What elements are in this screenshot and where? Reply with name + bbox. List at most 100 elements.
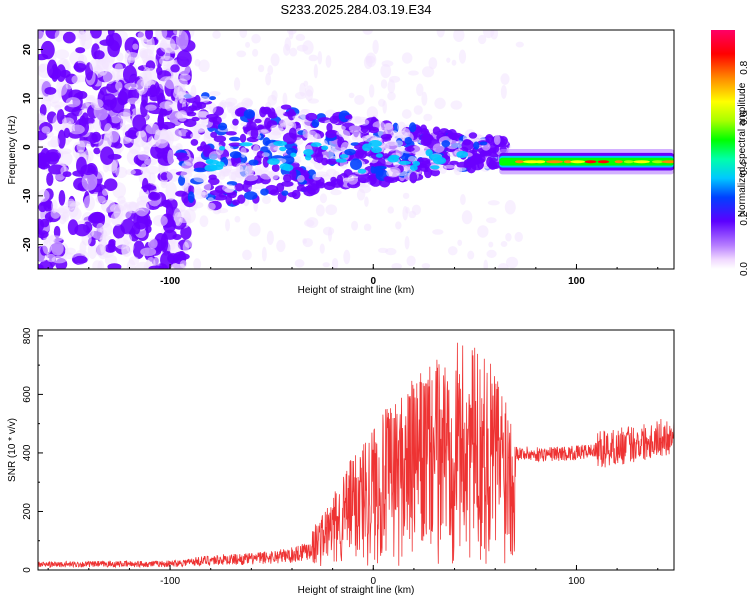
spectrogram-blob [225, 131, 237, 136]
spectrogram-blob [439, 128, 449, 135]
spectrogram-blob [401, 52, 413, 64]
spectrogram-blob [232, 118, 239, 126]
snr-series-line [38, 342, 674, 569]
spectrogram-blob [486, 156, 494, 168]
spectrogram-blob [184, 238, 193, 248]
spectrogram-blob [243, 109, 256, 119]
spectrogram-blob [176, 78, 188, 88]
spectrogram-blob [412, 160, 421, 167]
spectrogram-blob [365, 52, 377, 68]
colorbar-tick-label: 0.8 [739, 60, 750, 74]
spectrogram-blob [304, 219, 315, 227]
spectrogram-blob [302, 237, 313, 248]
spectrogram-blob [500, 85, 507, 99]
x-tick-label: 0 [370, 576, 376, 587]
spectrogram-blob [93, 147, 101, 155]
spectrogram-blob [81, 30, 93, 50]
spectrogram-blob [57, 129, 66, 149]
spectrogram-blob [497, 262, 509, 269]
spectrogram-blob [357, 168, 367, 174]
spectrogram-blob [270, 169, 280, 180]
spectrogram-blob [193, 258, 202, 269]
y-tick-label: -10 [22, 188, 33, 203]
spectrogram-blob [122, 65, 137, 84]
spectrogram-blob [62, 171, 72, 178]
spectrogram-blob [234, 108, 246, 117]
spectrogram-blob [282, 111, 297, 117]
spectrogram-blob [315, 151, 324, 164]
spectrogram-blob [456, 150, 469, 159]
spectrogram-blob [423, 135, 432, 141]
spectrogram-blob [209, 164, 224, 171]
spectrogram-blob [315, 181, 326, 189]
spectrogram-blob [252, 48, 259, 57]
spectrogram-blob [42, 239, 52, 255]
spectrogram-blob [216, 208, 229, 214]
spectrogram-blob [148, 191, 161, 201]
spectrogram-blob [248, 159, 259, 166]
spectrogram-blob [53, 225, 61, 239]
spectrogram-blob [325, 130, 337, 139]
spectrogram-blob [240, 147, 247, 158]
spectrogram-blob [96, 222, 104, 233]
spectrogram-blob [236, 50, 247, 58]
spectrogram-blob [362, 143, 372, 152]
spectrogram-blob [145, 219, 153, 227]
spectrogram-blob [91, 131, 101, 143]
spectrogram-blob [115, 81, 123, 91]
spectrogram-blob [423, 113, 433, 122]
spectrogram-blob [148, 172, 156, 185]
y-tick-label: 400 [22, 444, 33, 461]
spectrogram-blob [140, 99, 149, 118]
spectrogram-blob [477, 34, 487, 45]
spectrogram-blob [368, 84, 375, 98]
y-tick-label: 20 [22, 44, 33, 56]
spectrogram-blob [109, 97, 125, 114]
spectrogram-blob [387, 91, 396, 101]
spectrogram-blob [270, 124, 284, 133]
spectrogram-blob [89, 211, 106, 224]
spectrogram-blob [113, 142, 123, 149]
spectrogram-blob [436, 30, 445, 38]
spectrogram-blob [145, 104, 157, 111]
spectrogram-blob [451, 59, 457, 66]
spectrogram-blob [39, 104, 47, 117]
spectrogram-blob [515, 41, 524, 48]
spectrogram-blob [193, 167, 208, 173]
spectrogram-blob [514, 231, 523, 243]
spectrogram-blob [329, 115, 339, 124]
spectrogram-blob [375, 153, 384, 158]
spectrogram-blob [208, 117, 218, 123]
spectrogram-blob [397, 121, 406, 133]
spectrogram-blob [382, 100, 387, 114]
spectrogram-blob [402, 192, 410, 199]
spectrogram-blob [38, 152, 48, 166]
spectrogram-blob [356, 188, 366, 201]
spectrogram-blob [380, 79, 388, 89]
spectrogram-blob [276, 239, 286, 253]
spectrogram-blob [368, 140, 383, 148]
spectrogram-blob [234, 215, 241, 223]
spectrogram-blob [209, 190, 223, 196]
spectrogram-blob [135, 130, 147, 138]
spectrogram-blob [381, 60, 394, 67]
spectrogram-blob [116, 52, 124, 62]
spectrogram-blob [166, 127, 182, 142]
spectral-line-peak [534, 160, 546, 164]
snr-ylabel: SNR (10 * v/v) [7, 418, 18, 482]
spectrogram-blob [222, 184, 236, 193]
spectrogram-blob [430, 169, 441, 177]
spectrogram-blob [330, 176, 337, 184]
y-tick-label: -20 [22, 237, 33, 252]
spectrogram-blob [139, 48, 149, 59]
spectrogram-blob [441, 140, 451, 148]
spectrogram-blob [423, 167, 433, 179]
spectrogram-blob [123, 233, 133, 245]
spectrogram-blob [38, 189, 50, 202]
spectrogram-blob [294, 259, 305, 268]
spectrogram-blob [225, 97, 238, 106]
spectrogram-blob [193, 173, 208, 183]
spectrogram-blob [325, 55, 332, 68]
spectrogram-blob [159, 101, 173, 109]
